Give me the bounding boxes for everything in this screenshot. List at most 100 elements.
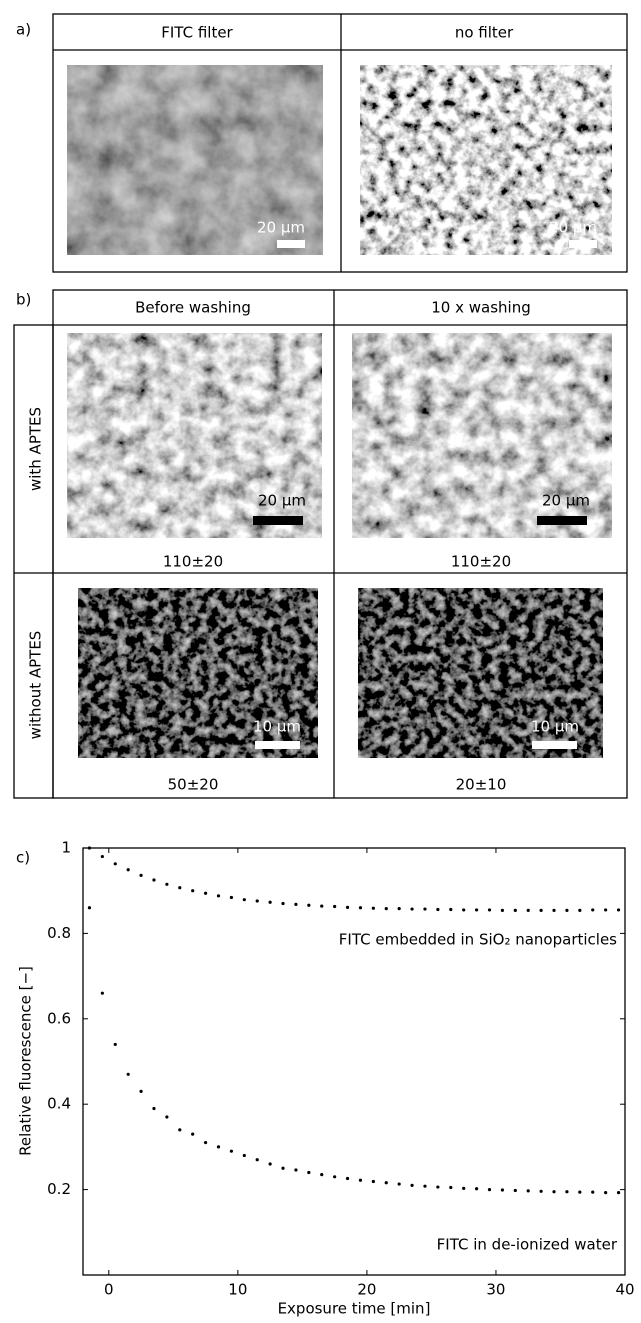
x-tick-label: 0 <box>104 1281 114 1299</box>
data-point <box>500 1188 505 1192</box>
data-point <box>436 907 440 912</box>
data-point <box>449 1185 453 1190</box>
data-point <box>474 908 479 912</box>
scale-bar <box>532 741 577 749</box>
data-point <box>255 1158 259 1162</box>
data-point <box>384 907 388 911</box>
scale-bar <box>537 516 587 525</box>
data-point <box>604 1190 608 1195</box>
micrograph <box>78 588 318 758</box>
data-point <box>423 907 427 911</box>
scale-bar-label: 10 μm <box>531 718 579 736</box>
data-point <box>126 868 130 872</box>
data-point <box>229 1149 234 1153</box>
panel-label: c) <box>16 849 30 867</box>
panel-frame <box>52 13 628 273</box>
data-point <box>165 882 169 886</box>
plot-frame <box>82 847 626 1276</box>
data-point <box>307 903 311 907</box>
data-point <box>113 862 117 866</box>
scale-bar-label: 20 μm <box>258 492 306 510</box>
y-tick-label: 0.8 <box>47 924 71 942</box>
scale-bar <box>255 741 300 749</box>
column-header: FITC filter <box>161 24 233 42</box>
column-header: Before washing <box>135 299 251 317</box>
data-point <box>333 904 337 909</box>
column-header: 10 x washing <box>431 299 530 317</box>
data-point <box>281 1166 285 1170</box>
data-point <box>423 1184 427 1188</box>
scale-bar-label: 20 μm <box>257 219 305 237</box>
cell-value: 110±20 <box>163 553 223 571</box>
x-tick-label: 40 <box>615 1281 634 1299</box>
data-point <box>578 1190 582 1194</box>
panel-label: b) <box>16 291 31 309</box>
x-tick-label: 10 <box>228 1281 247 1299</box>
data-point <box>552 908 556 912</box>
x-tick-label: 30 <box>486 1281 505 1299</box>
data-point <box>616 908 621 912</box>
scale-bar <box>569 240 597 248</box>
data-point <box>462 1186 466 1190</box>
data-point <box>565 1190 569 1194</box>
data-point <box>87 906 92 910</box>
micrograph <box>67 65 323 255</box>
data-point <box>578 908 582 912</box>
series-annotation: FITC in de-ionized water <box>437 1236 618 1254</box>
data-point <box>513 908 517 912</box>
y-tick-label: 0.4 <box>47 1095 71 1113</box>
data-point <box>152 878 156 882</box>
cell-value: 50±20 <box>168 776 219 794</box>
data-point <box>358 906 363 910</box>
micrograph <box>67 333 322 538</box>
micrograph <box>358 588 603 758</box>
scale-bar-label: 20 μm <box>549 219 597 237</box>
data-point <box>449 907 453 912</box>
data-point <box>539 908 543 912</box>
panel-label: a) <box>16 21 31 39</box>
data-point <box>165 1115 169 1119</box>
data-point <box>203 1141 208 1145</box>
micrograph <box>352 333 612 538</box>
data-point <box>345 905 350 909</box>
data-point <box>371 1179 375 1184</box>
row-label: without APTES <box>27 631 45 740</box>
data-point <box>100 991 104 995</box>
row-label: with APTES <box>27 407 45 491</box>
data-point <box>139 1089 143 1093</box>
data-point <box>229 895 234 900</box>
data-point <box>268 900 272 904</box>
column-header: no filter <box>455 24 514 42</box>
row-label-column <box>13 324 54 799</box>
data-point <box>371 906 375 910</box>
data-point <box>126 1072 130 1076</box>
data-point <box>268 1162 272 1166</box>
series-annotation: FITC embedded in SiO₂ nanoparticles <box>339 931 617 949</box>
data-point <box>294 1168 298 1172</box>
data-point <box>604 908 608 912</box>
data-point <box>462 908 466 912</box>
scale-bar <box>253 516 303 525</box>
data-point <box>139 873 143 877</box>
data-point <box>591 908 595 912</box>
data-point <box>513 1188 517 1193</box>
data-point <box>242 1153 246 1158</box>
data-point <box>294 902 298 906</box>
data-point <box>616 1190 621 1195</box>
data-point <box>500 908 505 912</box>
data-point <box>345 1176 350 1181</box>
data-point <box>565 908 569 912</box>
data-point <box>87 846 92 850</box>
data-point <box>216 1145 221 1149</box>
data-point <box>255 899 259 903</box>
data-point <box>152 1106 156 1111</box>
data-point <box>526 1189 530 1193</box>
data-point <box>307 1170 311 1175</box>
y-tick-label: 0.2 <box>47 1180 71 1198</box>
data-point <box>552 1190 556 1194</box>
y-axis-title: Relative fluorescence [−] <box>17 966 35 1156</box>
scale-bar-label: 10 μm <box>253 718 301 736</box>
scale-bar <box>277 240 305 248</box>
data-point <box>178 886 182 890</box>
